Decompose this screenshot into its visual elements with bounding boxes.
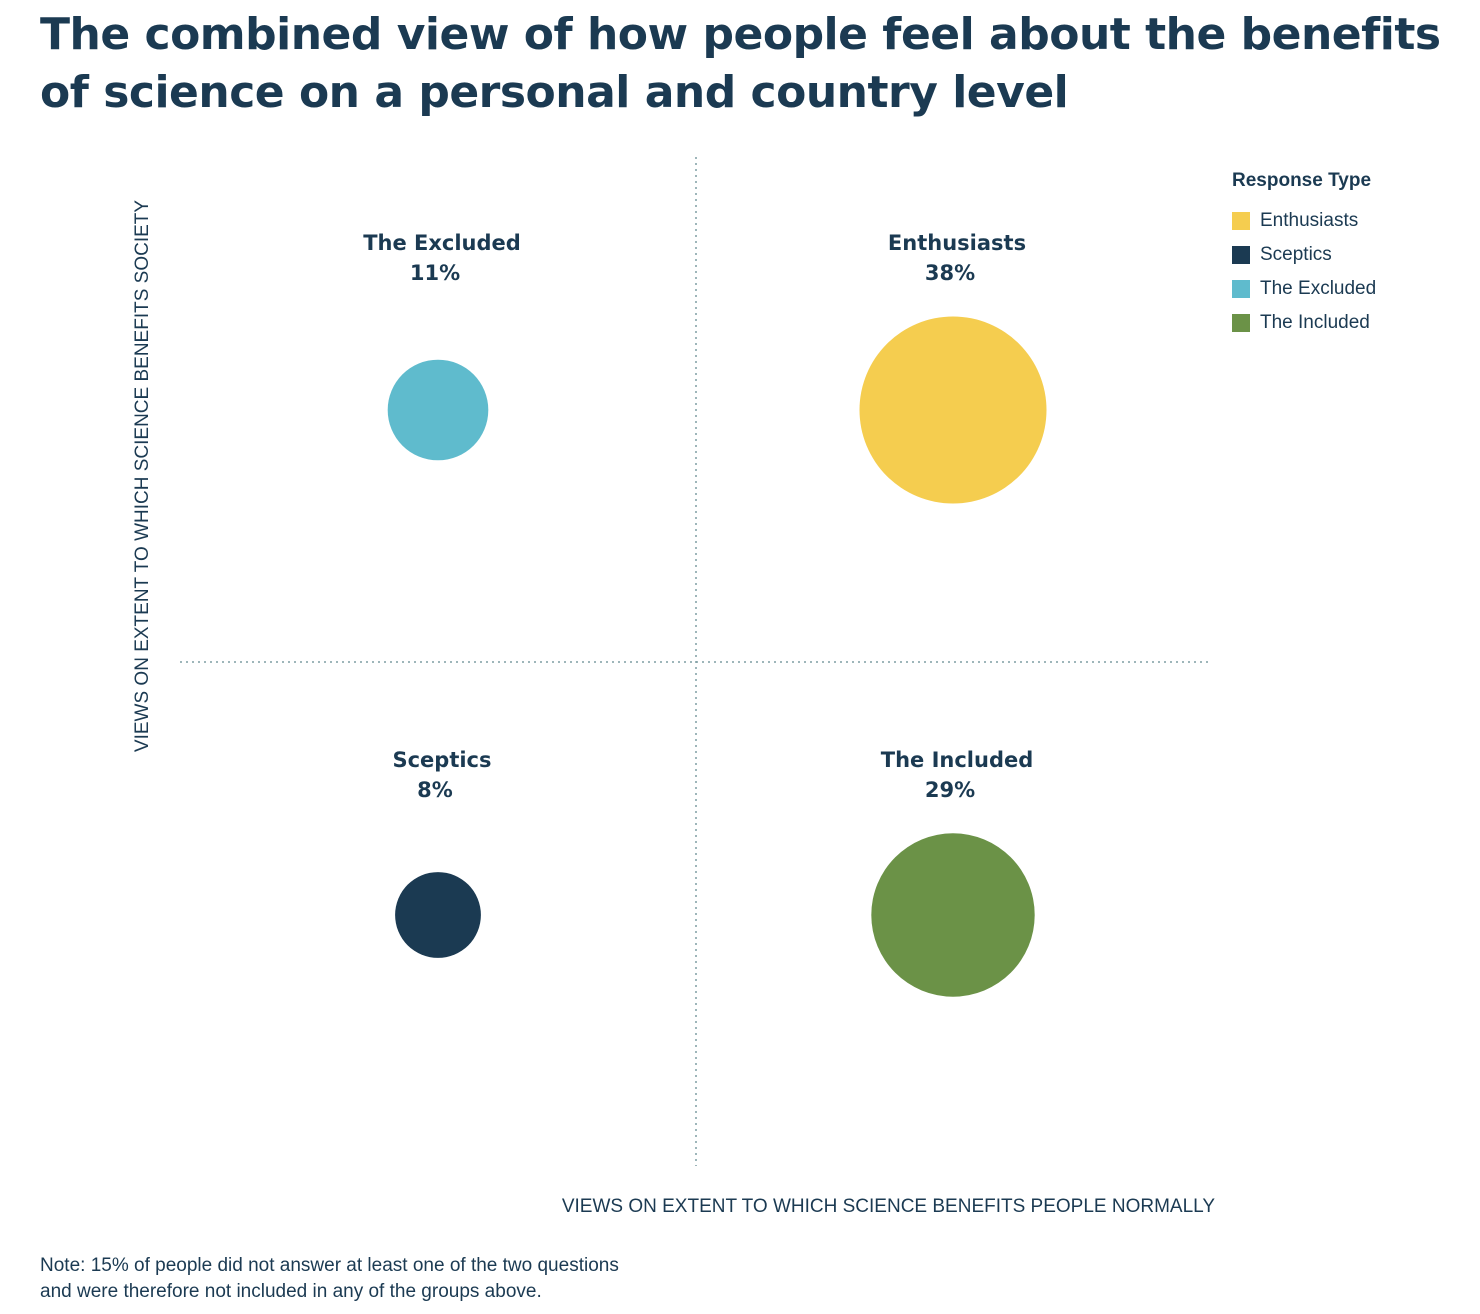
legend-item-the-included[interactable]: The Included [1232,306,1472,340]
bubble-label-sceptics: Sceptics [392,748,491,772]
legend-swatch-the-excluded [1232,280,1250,298]
legend-swatch-enthusiasts [1232,212,1250,230]
legend-label-enthusiasts: Enthusiasts [1260,210,1359,231]
chart-title-line-2: of science on a personal and country lev… [40,67,1069,118]
legend-swatch-the-included [1232,314,1250,332]
bubble-value-sceptics: 8% [417,778,453,802]
legend-swatch-sceptics [1232,246,1250,264]
legend-label-the-included: The Included [1260,312,1370,333]
bubble-the-excluded[interactable] [387,359,489,461]
bubble-label-the-excluded: The Excluded [363,231,521,255]
legend: Response Type Enthusiasts Sceptics The E… [1232,170,1472,340]
bubble-label-enthusiasts: Enthusiasts [888,231,1026,255]
x-axis-label: VIEWS ON EXTENT TO WHICH SCIENCE BENEFIT… [561,1196,1215,1217]
bubble-value-the-included: 29% [925,778,975,802]
bubble-value-enthusiasts: 38% [925,261,975,285]
bubble-sceptics[interactable] [395,872,481,958]
bubble-enthusiasts[interactable] [859,316,1047,504]
chart-title: The combined view of how people feel abo… [40,6,1460,122]
footnote-line-1: Note: 15% of people did not answer at le… [40,1255,619,1276]
legend-title: Response Type [1232,170,1372,191]
legend-item-the-excluded[interactable]: The Excluded [1232,272,1472,306]
bubble-label-the-included: The Included [881,748,1034,772]
legend-item-sceptics[interactable]: Sceptics [1232,238,1472,272]
bubbles-layer: The Excluded 11% Enthusiasts 38% Sceptics 8% T… [363,231,1047,997]
legend-item-enthusiasts[interactable]: Enthusiasts [1232,204,1472,238]
bubble-the-included[interactable] [871,833,1035,997]
legend-label-the-excluded: The Excluded [1260,278,1377,299]
footnote-line-2: and were therefore not included in any o… [40,1281,542,1302]
bubble-value-the-excluded: 11% [410,261,460,285]
y-axis-label: VIEWS ON EXTENT TO WHICH SCIENCE BENEFIT… [132,199,153,753]
footnote: Note: 15% of people did not answer at le… [40,1253,940,1305]
chart-title-line-1: The combined view of how people feel abo… [40,9,1441,60]
legend-label-sceptics: Sceptics [1260,244,1332,265]
